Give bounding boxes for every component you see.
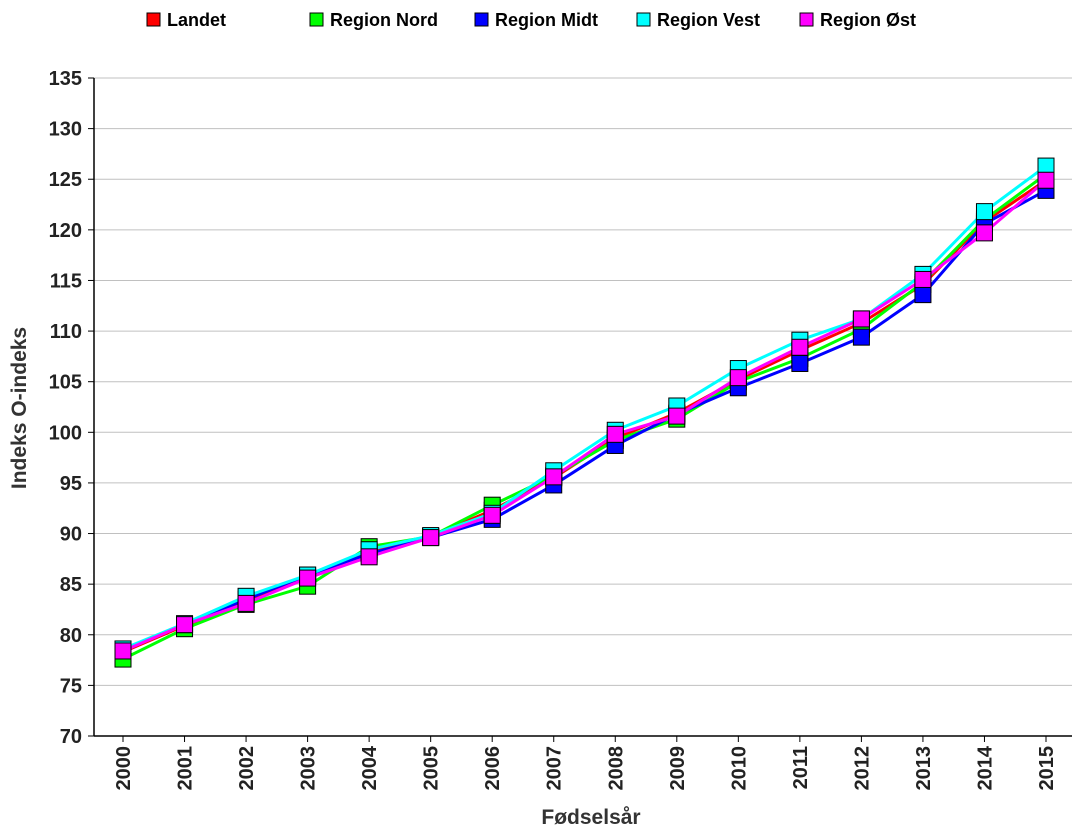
y-tick-label: 90 <box>60 524 82 546</box>
y-tick-label: 100 <box>49 422 82 444</box>
data-point <box>606 425 624 443</box>
y-axis-title: Indeks O-indeks <box>8 327 31 489</box>
x-tick-label: 2003 <box>298 746 320 791</box>
data-point <box>299 569 317 587</box>
x-tick-label: 2015 <box>1036 746 1058 791</box>
data-point <box>975 203 993 221</box>
y-tick-label: 135 <box>49 68 82 90</box>
data-point <box>852 310 870 328</box>
x-tick-label: 2014 <box>974 745 996 790</box>
x-tick-label: 2008 <box>605 746 627 791</box>
legend-swatch <box>474 12 489 27</box>
y-tick-label: 75 <box>60 675 82 697</box>
data-point <box>422 529 440 547</box>
x-axis-title: Fødselsår <box>541 806 640 829</box>
series-line-2 <box>122 189 1047 652</box>
y-tick-label: 80 <box>60 625 82 647</box>
data-point <box>1037 171 1055 189</box>
legend-label: Region Nord <box>330 10 438 30</box>
x-tick-label: 2009 <box>667 746 689 791</box>
data-point <box>975 224 993 242</box>
data-point <box>668 407 686 425</box>
y-tick-label: 110 <box>50 321 82 343</box>
data-point <box>791 338 809 356</box>
series-lines <box>122 164 1047 661</box>
data-point <box>852 328 870 346</box>
y-tick-labels: 70 75 80 85 90 95 100 105 110 115 120 125 130 135 <box>49 68 82 748</box>
y-tick-label: 130 <box>49 119 82 141</box>
series-line-0 <box>122 178 1047 654</box>
series-line-3 <box>122 164 1047 651</box>
legend-label: Region Vest <box>657 10 760 30</box>
data-point <box>114 642 132 660</box>
data-point <box>729 369 747 387</box>
legend-label: Landet <box>167 10 226 30</box>
x-tick-label: 2010 <box>728 746 750 791</box>
data-point <box>1037 157 1055 175</box>
legend-swatch <box>309 12 324 27</box>
y-tick-label: 120 <box>49 220 82 242</box>
series-line-1 <box>122 172 1047 661</box>
x-tick-labels: 2000 2001 2002 2003 2004 2005 2006 2007 2008 2009… <box>113 745 1058 790</box>
x-tick-label: 2012 <box>851 746 873 791</box>
y-tick-label: 85 <box>60 574 82 596</box>
legend-swatch <box>146 12 161 27</box>
data-point <box>237 594 255 612</box>
series-markers <box>114 157 1055 668</box>
legend-label: Region Øst <box>820 10 916 30</box>
data-point <box>176 616 194 634</box>
data-point <box>360 548 378 566</box>
y-tick-label: 115 <box>50 270 82 292</box>
data-point <box>914 286 932 304</box>
x-tick-label: 2006 <box>482 746 504 791</box>
data-point <box>545 468 563 486</box>
axes <box>93 78 1072 742</box>
x-tick-label: 2013 <box>913 746 935 791</box>
y-tick-label: 125 <box>49 169 82 191</box>
y-tick-label: 105 <box>49 372 82 394</box>
data-point <box>483 506 501 524</box>
y-tick-label: 95 <box>60 473 82 495</box>
legend-label: Region Midt <box>495 10 598 30</box>
legend-swatch <box>799 12 814 27</box>
x-tick-label: 2007 <box>544 746 566 791</box>
series-line-4 <box>122 179 1047 653</box>
x-tick-label: 2011 <box>790 746 812 789</box>
legend-swatch <box>636 12 651 27</box>
x-tick-label: 2002 <box>236 746 258 791</box>
legend: Landet Region Nord Region Midt Region Vest R… <box>146 10 916 30</box>
x-tick-label: 2005 <box>421 746 443 791</box>
x-tick-label: 2000 <box>113 746 135 791</box>
data-point <box>791 354 809 372</box>
x-tick-label: 2001 <box>175 746 197 791</box>
x-tick-label: 2004 <box>359 745 381 790</box>
gridlines <box>88 77 1072 737</box>
y-tick-label: 70 <box>60 726 82 748</box>
data-point <box>914 270 932 288</box>
